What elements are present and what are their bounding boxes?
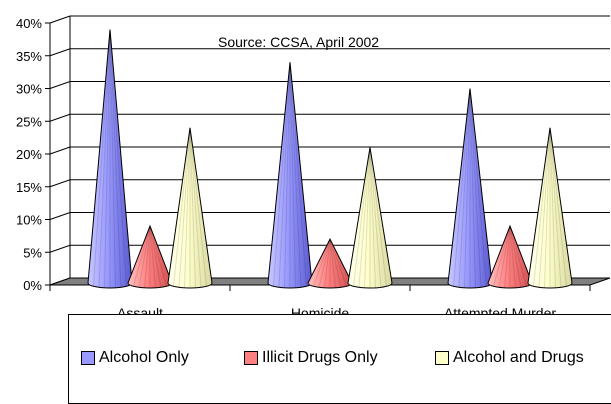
cone-illicit-drugs-only-homicide [308,239,352,288]
legend: Alcohol Only Illicit Drugs Only Alcohol … [68,314,611,404]
source-annotation: Source: CCSA, April 2002 [218,34,379,50]
legend-item-alcohol-and-drugs: Alcohol and Drugs [435,349,584,367]
legend-item-alcohol-only: Alcohol Only [81,349,189,367]
cones [88,30,572,288]
y-tick-label-5: 25% [16,114,42,129]
cone-alcohol-and-drugs-homicide [348,147,392,288]
cone-alcohol-and-drugs-assault [168,128,212,288]
legend-swatch-alcohol-and-drugs [435,351,449,365]
gridline-2 [50,213,610,220]
legend-label-alcohol-and-drugs: Alcohol and Drugs [453,349,584,367]
gridline-4 [50,147,610,154]
cone-illicit-drugs-only-attempted-murder [488,226,532,288]
cone-alcohol-only-assault [88,30,132,288]
gridline-6 [50,82,610,89]
y-tick-label-3: 15% [16,180,42,195]
legend-swatch-illicit-drugs-only [244,351,258,365]
y-axis-ticks: 0% 5% 10% 15% 20% 25% 30% 35% 40% [16,16,50,293]
gridline-8 [50,16,610,23]
y-tick-label-2: 10% [16,213,42,228]
gridline-3 [50,180,610,187]
gridline-5 [50,114,610,121]
legend-label-illicit-drugs-only: Illicit Drugs Only [262,349,378,367]
y-tick-label-1: 5% [23,245,42,260]
y-tick-label-4: 20% [16,147,42,162]
legend-swatch-alcohol-only [81,351,95,365]
y-tick-label-7: 35% [16,49,42,64]
y-tick-label-0: 0% [23,278,42,293]
y-tick-label-6: 30% [16,82,42,97]
cone-alcohol-and-drugs-attempted-murder [528,128,572,288]
cone-alcohol-only-homicide [268,62,312,288]
legend-label-alcohol-only: Alcohol Only [99,349,189,367]
cone-alcohol-only-attempted-murder [448,89,492,289]
legend-item-illicit-drugs-only: Illicit Drugs Only [244,349,378,367]
cone-illicit-drugs-only-assault [128,226,172,288]
y-tick-label-8: 40% [16,16,42,31]
